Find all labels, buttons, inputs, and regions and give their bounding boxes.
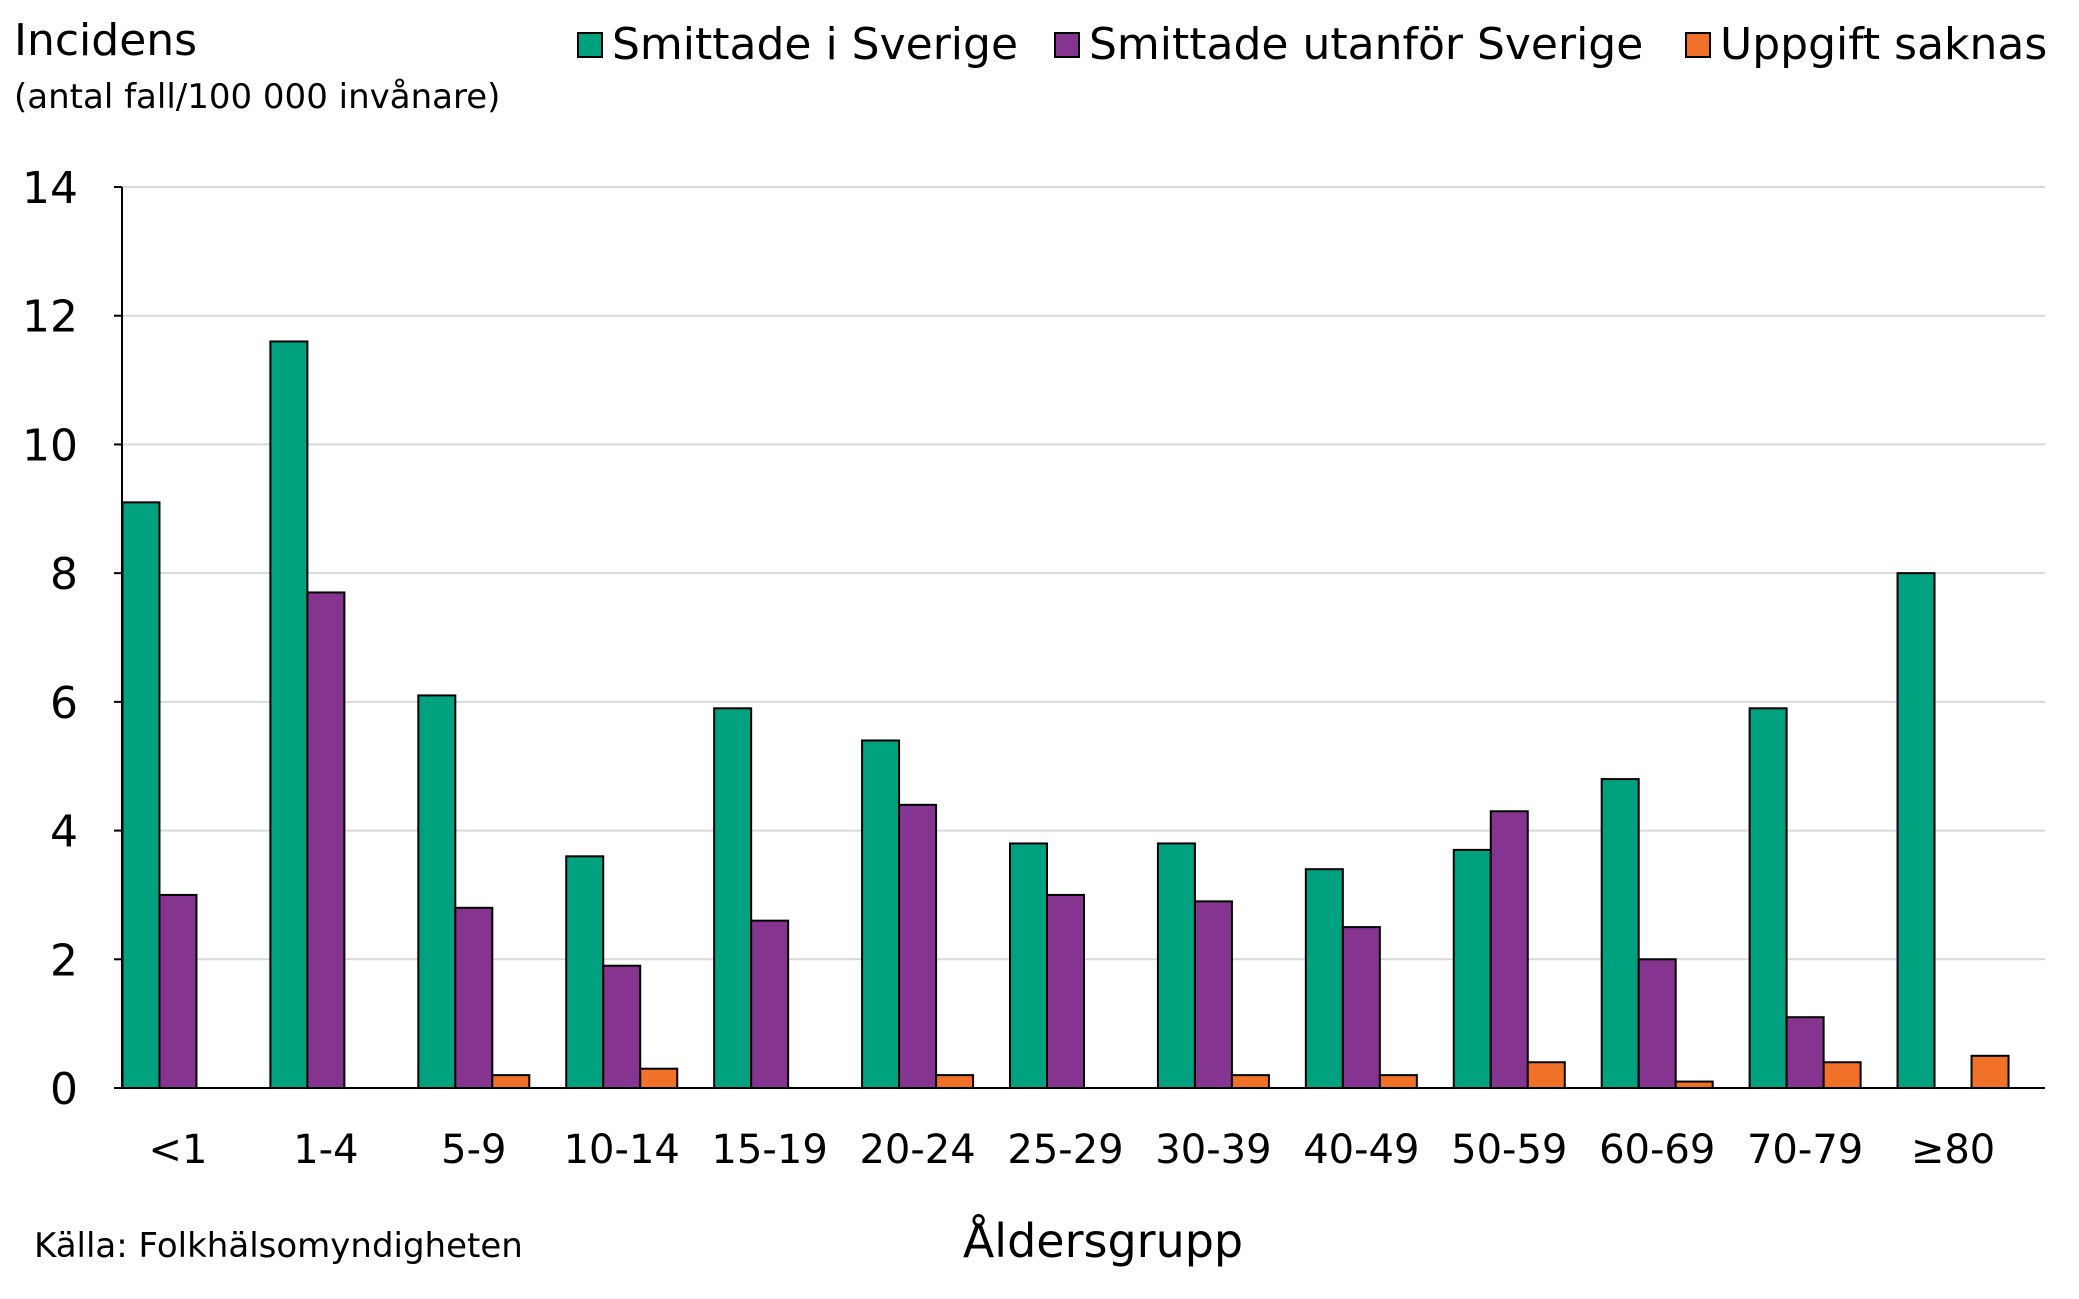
x-tick-label-10: 60-69 <box>1599 1127 1715 1173</box>
bars <box>121 340 2010 1090</box>
y-tick-label-6: 12 <box>22 292 78 343</box>
x-axis-title: Åldersgrupp <box>963 1214 1243 1268</box>
x-tick-label-4: 15-19 <box>712 1127 828 1173</box>
x-tick-labels: <1 1-4 5-9 10-14 15-19 20-24 25-29 30-39 40-49 50… <box>148 1127 1995 1173</box>
y-tick-label-3: 6 <box>50 678 78 729</box>
legend-label-0: Smittade i Sverige <box>612 19 1018 70</box>
x-tick-label-12: ≥80 <box>1911 1127 1995 1173</box>
bar-1-0 <box>158 893 198 1090</box>
bar-0-8 <box>1304 868 1344 1090</box>
bar-0-7 <box>1156 842 1196 1090</box>
bar-0-3 <box>565 855 605 1089</box>
bar-0-5 <box>861 739 901 1089</box>
bar-2-5 <box>935 1074 975 1089</box>
axes <box>114 186 2045 1089</box>
x-tick-label-5: 20-24 <box>859 1127 975 1173</box>
bar-1-5 <box>898 803 938 1089</box>
legend: Smittade i Sverige Smittade utanför Sveri… <box>577 19 2047 70</box>
bar-0-10 <box>1600 778 1640 1089</box>
legend-swatch-2 <box>1685 32 1711 58</box>
y-tick-label-7: 14 <box>22 163 78 214</box>
bar-0-1 <box>269 340 309 1089</box>
x-tick-label-1: 1-4 <box>293 1127 358 1173</box>
bar-1-1 <box>306 591 346 1089</box>
x-tick-label-9: 50-59 <box>1451 1127 1567 1173</box>
bar-0-11 <box>1748 707 1788 1089</box>
legend-label-2: Uppgift saknas <box>1720 19 2047 70</box>
x-tick-label-2: 5-9 <box>441 1127 506 1173</box>
y-axis-title: Incidens <box>14 15 197 66</box>
legend-swatch-1 <box>1054 32 1080 58</box>
y-tick-label-2: 4 <box>50 807 78 858</box>
x-tick-label-3: 10-14 <box>564 1127 680 1173</box>
bar-0-2 <box>417 694 457 1090</box>
x-tick-label-8: 40-49 <box>1303 1127 1419 1173</box>
bar-0-12 <box>1896 572 1936 1089</box>
bar-1-7 <box>1193 900 1233 1089</box>
bar-1-6 <box>1046 893 1085 1090</box>
bar-1-11 <box>1785 1016 1825 1090</box>
bar-1-4 <box>750 919 790 1090</box>
x-tick-label-7: 30-39 <box>1155 1127 1271 1173</box>
y-axis-subtitle: (antal fall/100 000 invånare) <box>14 77 500 117</box>
bar-1-2 <box>454 906 494 1089</box>
y-tick-label-5: 10 <box>22 420 78 471</box>
legend-swatch-0 <box>577 32 603 58</box>
bar-2-7 <box>1230 1074 1270 1089</box>
bar-1-10 <box>1637 958 1677 1089</box>
bar-1-3 <box>602 964 642 1090</box>
bar-1-9 <box>1489 810 1529 1089</box>
bar-0-0 <box>121 501 161 1090</box>
legend-label-1: Smittade utanför Sverige <box>1089 19 1643 70</box>
bar-1-8 <box>1341 926 1381 1089</box>
bar-2-8 <box>1378 1074 1418 1089</box>
y-tick-labels: 0 2 4 6 8 10 12 14 <box>22 163 78 1115</box>
bar-2-12 <box>1970 1054 2010 1089</box>
x-tick-label-6: 25-29 <box>1007 1127 1123 1173</box>
x-tick-label-0: <1 <box>148 1127 207 1173</box>
y-tick-label-0: 0 <box>50 1064 78 1115</box>
source-note: Källa: Folkhälsomyndigheten <box>34 1226 523 1266</box>
bar-0-6 <box>1009 842 1048 1090</box>
bar-2-9 <box>1526 1061 1566 1090</box>
y-tick-label-4: 8 <box>50 549 78 600</box>
y-tick-label-1: 2 <box>50 935 78 986</box>
bar-2-3 <box>639 1067 679 1090</box>
bar-0-9 <box>1452 848 1492 1090</box>
bar-0-4 <box>713 707 753 1089</box>
bar-2-2 <box>491 1074 531 1089</box>
bar-2-11 <box>1822 1061 1862 1090</box>
x-tick-label-11: 70-79 <box>1747 1127 1863 1173</box>
